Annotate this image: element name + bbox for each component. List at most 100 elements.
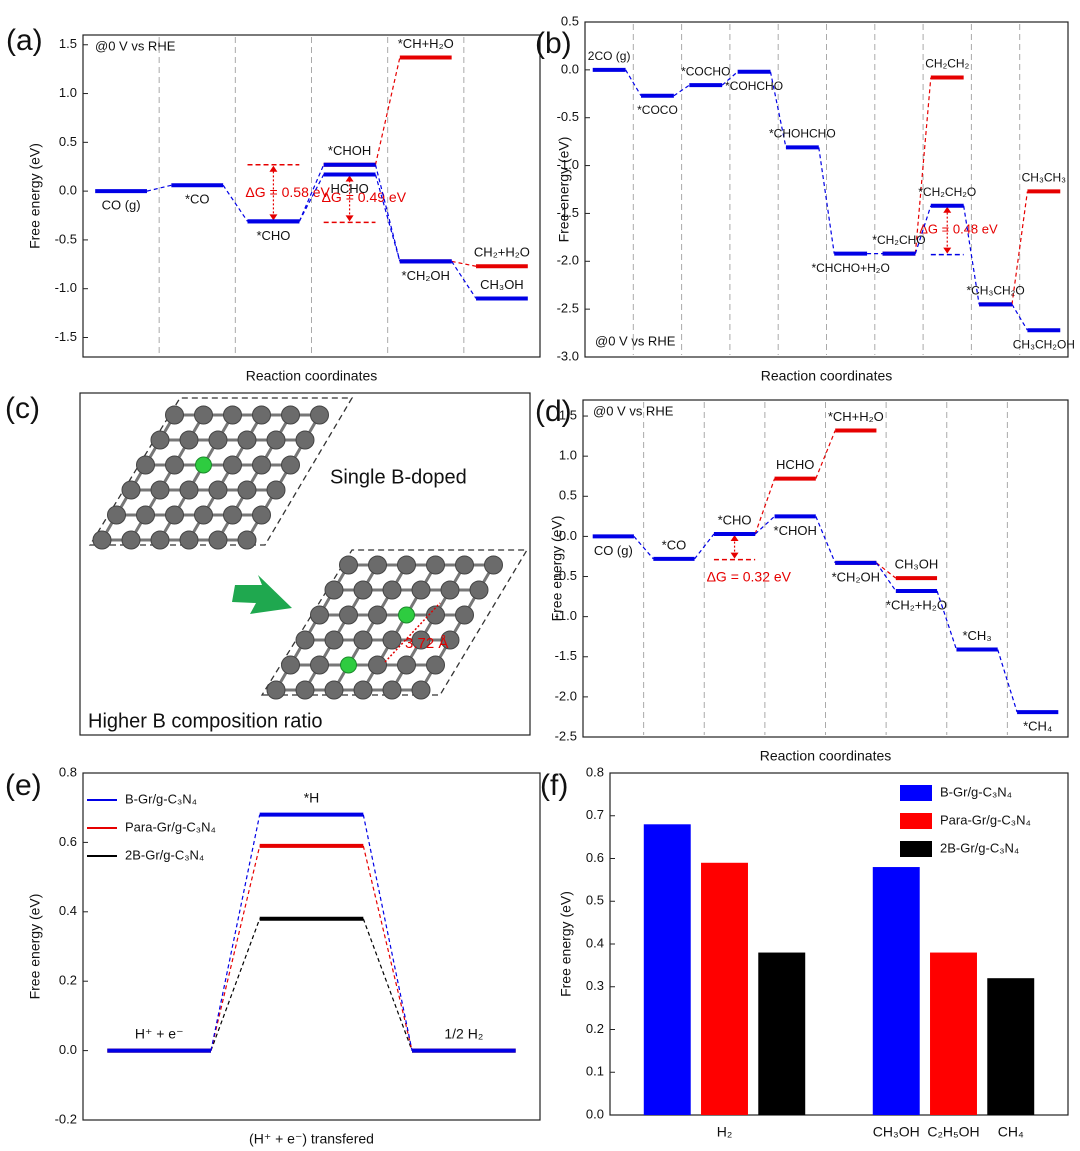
level-label: 1/2 H₂ — [444, 1025, 483, 1041]
carbon-atom — [208, 530, 228, 550]
carbon-atom — [339, 555, 358, 575]
carbon-atom — [426, 655, 445, 675]
plot-frame — [82, 34, 541, 358]
level-label: *CHO — [256, 228, 290, 243]
carbon-atom — [266, 430, 286, 450]
carbon-atom — [281, 455, 300, 475]
boron-atom — [195, 456, 212, 474]
legend-label: 2B-Gr/g-C₃N₄ — [940, 840, 1019, 855]
level-label: *CO — [185, 192, 210, 207]
y-tick-label: -1.5 — [55, 329, 77, 344]
carbon-atom — [165, 455, 184, 475]
y-tick-label: -0.5 — [557, 109, 579, 124]
y-axis-label: Free energy (eV) — [27, 143, 43, 249]
level-label: *CH₃ — [962, 628, 991, 643]
carbon-atom — [165, 405, 184, 425]
carbon-atom — [150, 480, 170, 500]
y-tick-label: -2.0 — [555, 688, 577, 703]
y-tick-label: 0.5 — [586, 893, 604, 908]
carbon-atom — [295, 680, 315, 700]
y-tick-label: -1.5 — [555, 648, 577, 663]
carbon-atom — [324, 580, 344, 600]
legend-label: B-Gr/g-C₃N₄ — [940, 784, 1012, 799]
connector — [362, 918, 413, 1051]
y-tick-label: -2.5 — [555, 728, 577, 743]
level-label: CH₃OH — [895, 557, 939, 572]
carbon-atom — [107, 505, 126, 525]
connector — [222, 184, 249, 222]
carbon-atom — [179, 480, 199, 500]
y-tick-label: -1.0 — [555, 608, 577, 623]
legend-label: Para-Gr/g-C₃N₄ — [940, 812, 1031, 827]
bar-label: CH₃OH — [873, 1124, 920, 1140]
connector — [210, 918, 261, 1051]
level-label: *CHOHCHO — [769, 127, 836, 141]
legend-label: B-Gr/g-C₃N₄ — [125, 791, 197, 806]
y-tick-label: -0.5 — [55, 231, 77, 246]
carbon-atom — [411, 630, 431, 650]
level-label: *CH₂+H₂O — [886, 597, 947, 612]
carbon-atom — [368, 605, 387, 625]
caption: Single B-doped — [330, 466, 467, 488]
y-tick-label: 1.5 — [59, 36, 77, 51]
carbon-atom — [440, 630, 460, 650]
y-tick-label: 0.1 — [586, 1064, 604, 1079]
carbon-atom — [223, 405, 242, 425]
carbon-atom — [194, 505, 213, 525]
carbon-atom — [339, 605, 358, 625]
level-label: *COCHO — [681, 64, 730, 78]
arrow — [232, 575, 292, 614]
panel-c: (c) Single B-doped Higher B composition … — [5, 392, 531, 736]
carbon-atom — [150, 430, 170, 450]
carbon-atom — [397, 655, 416, 675]
carbon-atom — [92, 530, 112, 550]
y-axis-label: Free energy (eV) — [556, 137, 572, 243]
connector — [1011, 304, 1028, 331]
y-tick-label: -0.5 — [555, 568, 577, 583]
carbon-atom — [411, 680, 431, 700]
level-label: CH₂+H₂O — [474, 245, 530, 260]
level-label: *CH₂OH — [402, 268, 450, 283]
connector — [754, 515, 775, 535]
y-tick-label: 0.7 — [586, 807, 604, 822]
y-tick-label: 0.5 — [559, 488, 577, 503]
y-tick-label: 0.6 — [59, 834, 77, 849]
level-label: *CH+H₂O — [828, 409, 884, 424]
level-label: CO (g) — [594, 543, 633, 558]
connector — [673, 84, 690, 97]
panel-label: (a) — [6, 24, 43, 57]
carbon-atom — [368, 555, 387, 575]
bar — [643, 824, 691, 1115]
carbon-atom — [353, 630, 373, 650]
level-label: *CHCHO+H₂O — [811, 261, 889, 275]
y-tick-label: 0.0 — [559, 528, 577, 543]
carbon-atom — [455, 605, 474, 625]
y-tick-label: -2.5 — [557, 301, 579, 316]
annotation-text: ΔG = 0.49 eV — [322, 189, 407, 205]
connector — [914, 77, 932, 254]
connector — [298, 164, 325, 222]
connector — [963, 205, 980, 305]
level-label: *CHOH — [328, 143, 371, 158]
y-tick-label: 0.3 — [586, 978, 604, 993]
legend-swatch — [900, 841, 932, 857]
arrowhead — [269, 165, 278, 221]
level-label: *CH₃CH₂O — [966, 284, 1024, 298]
y-tick-label: 0.4 — [586, 935, 604, 950]
y-tick-label: 0.4 — [59, 903, 77, 918]
bar — [872, 867, 920, 1115]
level-label: *CH+H₂O — [398, 36, 454, 51]
carbon-atom — [411, 580, 431, 600]
carbon-atom — [469, 580, 489, 600]
carbon-atom — [295, 430, 315, 450]
condition: @0 V vs RHE — [95, 38, 176, 53]
carbon-atom — [237, 430, 257, 450]
legend-label: Para-Gr/g-C₃N₄ — [125, 819, 216, 834]
y-tick-label: -3.0 — [557, 348, 579, 363]
connector — [1011, 191, 1029, 305]
condition: @0 V vs RHE — [593, 403, 674, 418]
y-tick-label: 0.5 — [59, 134, 77, 149]
y-tick-label: -2.0 — [557, 253, 579, 268]
carbon-atom — [426, 555, 445, 575]
